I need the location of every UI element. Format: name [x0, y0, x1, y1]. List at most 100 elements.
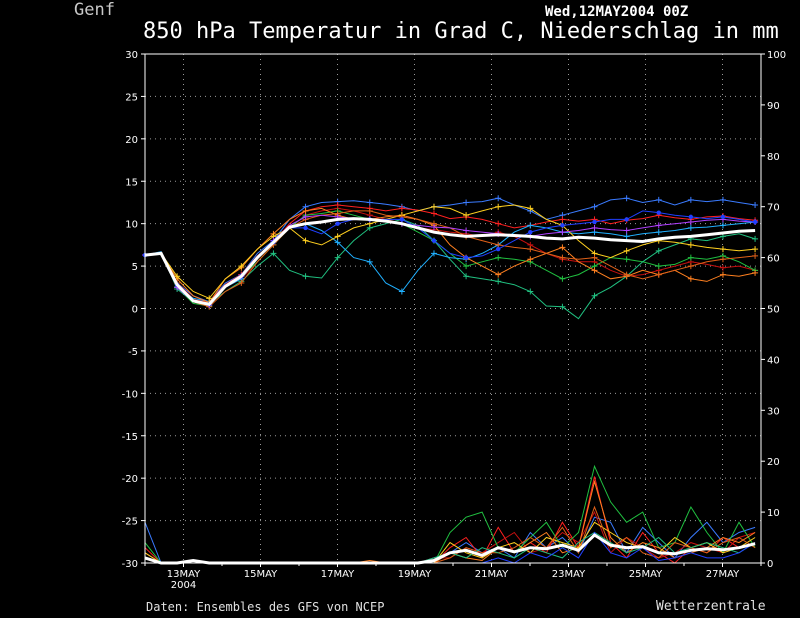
y-tick-label-left: -25 — [122, 517, 138, 528]
y-tick-label-left: -30 — [122, 559, 138, 570]
temp-point-member-yellow — [206, 295, 213, 302]
temp-point-member-orange — [495, 271, 502, 278]
plot-frame — [144, 53, 762, 564]
temp-point-member-darkorange — [238, 280, 245, 287]
temp-point-member-red-1 — [495, 220, 502, 227]
temp-point-member-yellow — [463, 212, 470, 219]
temp-point-member-blue — [591, 203, 598, 210]
temp-point-member-cyan — [430, 250, 437, 257]
y-tick-label-left: 15 — [125, 177, 138, 188]
temperature-series — [142, 195, 759, 320]
temp-point-member-red-1 — [398, 205, 405, 212]
y-tick-label-left: -5 — [128, 347, 138, 358]
temp-point-member-blue — [719, 196, 726, 203]
temp-point-member-teal — [527, 288, 534, 295]
y-tick-label-left: -10 — [122, 389, 138, 400]
x-tick-sublabel: 2004 — [171, 580, 196, 591]
temp-point-member-darkorange — [495, 241, 502, 248]
temp-point-member-darkorange — [623, 271, 630, 278]
temp-point-member-orange — [559, 244, 566, 251]
temp-point-member-blue — [366, 199, 373, 206]
temp-point-member-green — [687, 254, 694, 261]
temp-point-member-darkorange — [591, 254, 598, 261]
temp-point-member-orange — [302, 207, 309, 214]
temp-point-member-darkorange — [559, 254, 566, 261]
temp-point-member-orange — [591, 267, 598, 274]
temp-point-control-run — [335, 221, 340, 226]
temp-point-member-blue — [495, 195, 502, 202]
temp-point-control-run — [495, 246, 501, 252]
temp-point-member-teal — [591, 292, 598, 299]
temp-point-member-green — [463, 263, 470, 270]
temp-line-member-yellow — [144, 204, 756, 299]
temp-point-member-darkorange — [719, 256, 726, 263]
y-tick-label-left: -20 — [122, 474, 138, 485]
precip-line-member-red-1 — [144, 476, 756, 564]
temp-point-control-run — [592, 219, 597, 225]
temp-point-member-cyan — [334, 239, 341, 246]
temp-point-member-red-1 — [559, 216, 566, 223]
y-tick-label-right: 80 — [767, 152, 780, 163]
x-tick-label: 13MAY — [167, 569, 201, 580]
temp-point-member-yellow — [687, 241, 694, 248]
y-tick-label-right: 100 — [767, 50, 786, 61]
y-tick-label-right: 10 — [767, 508, 780, 519]
temp-point-member-purple — [302, 213, 309, 220]
temp-point-member-blue — [463, 199, 470, 206]
precipitation-series — [144, 464, 756, 565]
temp-point-member-green — [655, 263, 662, 270]
y-tick-label-right: 0 — [767, 559, 773, 570]
temp-point-control-run — [720, 214, 726, 220]
station-name: Genf — [74, 0, 115, 20]
temp-point-member-purple — [559, 229, 566, 236]
precip-line-ensemble-mean — [144, 533, 756, 565]
temp-point-member-cyan — [366, 258, 373, 265]
x-tick-label: 17MAY — [321, 569, 355, 580]
y-tick-label-left: 25 — [125, 92, 138, 103]
temp-point-member-purple — [623, 227, 630, 234]
temp-point-member-yellow — [174, 273, 181, 280]
temp-point-member-purple — [430, 224, 437, 231]
temp-point-member-teal — [752, 235, 759, 242]
temp-point-member-yellow — [334, 233, 341, 240]
brand-label: Wetterzentrale — [656, 599, 766, 614]
temp-line-member-orange — [144, 207, 756, 304]
y-tick-label-left: 30 — [125, 50, 138, 61]
x-tick-label: 23MAY — [552, 569, 586, 580]
temp-point-member-red-1 — [430, 210, 437, 217]
y-tick-label-right: 50 — [767, 305, 780, 316]
temp-point-member-yellow — [527, 205, 534, 212]
temp-point-member-yellow — [430, 203, 437, 210]
temp-point-control-run — [624, 217, 629, 222]
chart-title: 850 hPa Temperatur in Grad C, Niederschl… — [143, 19, 779, 44]
temp-point-member-darkorange — [687, 263, 694, 270]
temp-point-member-yellow — [623, 247, 630, 254]
temp-point-member-teal — [559, 303, 566, 310]
temp-point-member-cyan — [655, 229, 662, 236]
temp-point-member-darkorange — [366, 207, 373, 214]
temp-point-member-teal — [655, 247, 662, 254]
temp-point-control-run — [303, 225, 308, 231]
y-tick-label-right: 40 — [767, 355, 780, 366]
y-tick-label-right: 70 — [767, 203, 780, 214]
temp-point-member-darkorange — [655, 271, 662, 278]
x-tick-label: 21MAY — [475, 569, 509, 580]
temp-point-member-green — [559, 275, 566, 282]
temp-point-member-cyan — [398, 288, 405, 295]
y-tick-label-right: 30 — [767, 406, 780, 417]
temp-point-member-blue — [687, 196, 694, 203]
temp-point-control-run — [528, 229, 533, 235]
temp-line-ensemble-mean — [144, 217, 756, 306]
temp-point-member-teal — [463, 273, 470, 280]
y-tick-label-right: 20 — [767, 457, 780, 468]
temp-point-control-run — [688, 214, 694, 220]
temp-point-member-cyan — [687, 224, 694, 231]
temp-line-member-red-2 — [144, 207, 756, 304]
temp-line-member-purple — [144, 214, 756, 306]
run-date: Wed,12MAY2004 00Z — [545, 4, 689, 20]
temp-point-member-yellow — [302, 237, 309, 244]
temp-point-member-teal — [334, 254, 341, 261]
x-tick-label: 15MAY — [244, 569, 278, 580]
